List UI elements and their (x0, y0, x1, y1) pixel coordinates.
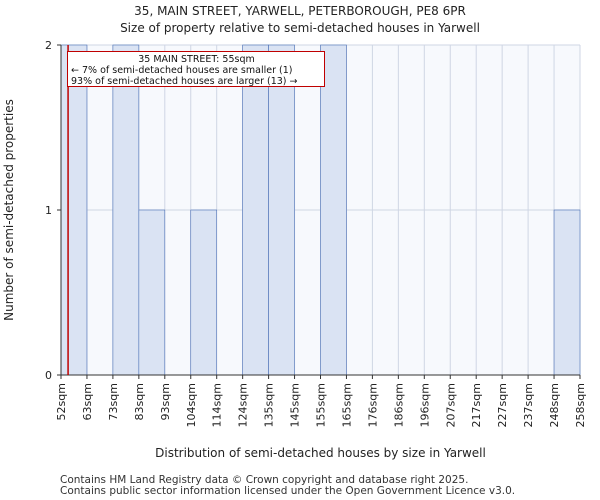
x-tick-label: 73sqm (107, 383, 120, 420)
x-tick-label: 165sqm (340, 383, 353, 427)
bar (138, 209, 166, 376)
bar (112, 44, 140, 376)
x-tick-label: 227sqm (496, 383, 509, 427)
x-tick-label: 83sqm (133, 383, 146, 420)
x-tick-label: 135sqm (263, 383, 276, 427)
marker-annotation: 35 MAIN STREET: 55sqm ← 7% of semi-detac… (67, 51, 325, 87)
bar (242, 44, 269, 376)
bar (553, 209, 581, 376)
y-axis-label: Number of semi-detached properties (2, 99, 16, 321)
chart-subtitle: Size of property relative to semi-detach… (120, 21, 480, 35)
bar (320, 44, 347, 376)
bar (268, 44, 295, 376)
x-tick-label: 258sqm (574, 383, 587, 427)
x-tick-label: 176sqm (366, 383, 379, 427)
x-tick-label: 207sqm (444, 383, 457, 427)
annotation-line-2: ← 7% of semi-detached houses are smaller… (71, 65, 293, 76)
y-tick-label: 0 (45, 369, 52, 382)
x-tick-label: 248sqm (548, 383, 561, 427)
footer-licence: Contains public sector information licen… (60, 485, 516, 497)
bar (190, 209, 218, 376)
y-tick-label: 2 (45, 39, 52, 52)
x-tick-label: 104sqm (185, 383, 198, 427)
annotation-line-3: 93% of semi-detached houses are larger (… (71, 76, 298, 87)
x-tick-label: 155sqm (315, 383, 328, 427)
x-tick-label: 196sqm (418, 383, 431, 427)
x-tick-label: 237sqm (522, 383, 535, 427)
x-tick-label: 114sqm (211, 383, 224, 427)
x-axis-label: Distribution of semi-detached houses by … (155, 446, 486, 460)
x-tick-label: 124sqm (237, 383, 250, 427)
x-tick-label: 217sqm (470, 383, 483, 427)
y-tick-label: 1 (45, 204, 52, 217)
chart-title: 35, MAIN STREET, YARWELL, PETERBOROUGH, … (134, 4, 466, 18)
footer-copyright: Contains HM Land Registry data © Crown c… (60, 474, 469, 486)
x-tick-label: 145sqm (289, 383, 302, 427)
x-tick-label: 52sqm (55, 383, 68, 420)
bar (60, 44, 88, 376)
x-tick-label: 186sqm (392, 383, 405, 427)
x-tick-label: 63sqm (81, 383, 94, 420)
x-tick-label: 93sqm (159, 383, 172, 420)
annotation-line-1: 35 MAIN STREET: 55sqm (138, 54, 255, 65)
